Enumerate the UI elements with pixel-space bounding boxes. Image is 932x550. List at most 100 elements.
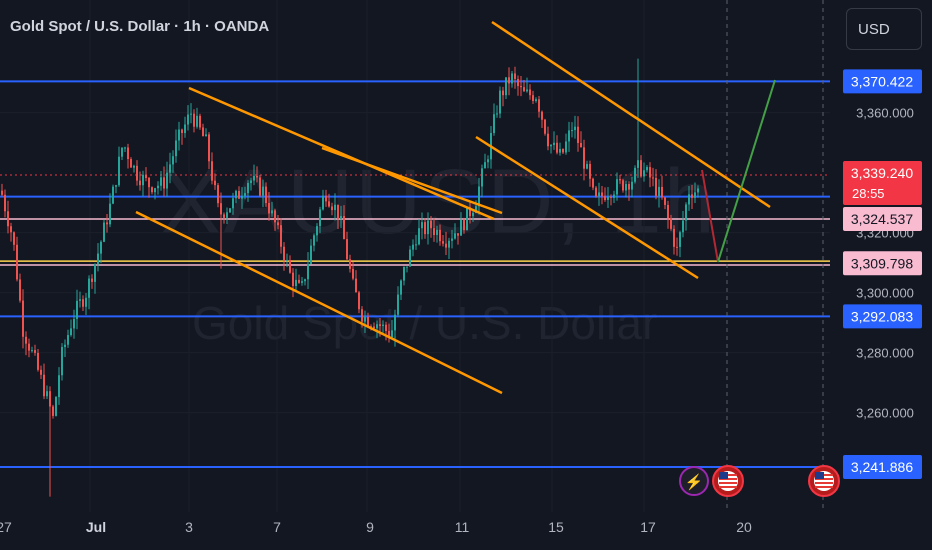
candle-body bbox=[388, 331, 390, 338]
candle-body bbox=[424, 222, 426, 235]
candle-body bbox=[211, 161, 213, 181]
candle-body bbox=[673, 228, 675, 247]
candle-body bbox=[271, 210, 273, 214]
candle-body bbox=[469, 207, 471, 217]
candle-body bbox=[88, 278, 90, 298]
candle-body bbox=[103, 222, 105, 242]
candle-body bbox=[169, 164, 171, 173]
x-tick-label: 15 bbox=[548, 519, 564, 535]
candle-body bbox=[409, 249, 411, 267]
candle-body bbox=[205, 134, 207, 137]
candle-body bbox=[100, 241, 102, 254]
candle-body bbox=[487, 159, 489, 163]
candle-body bbox=[37, 352, 39, 370]
candle-body bbox=[535, 99, 537, 101]
candle-body bbox=[148, 177, 150, 188]
candle-body bbox=[343, 216, 345, 240]
candle-body bbox=[385, 324, 387, 332]
candle-body bbox=[664, 197, 666, 205]
price-label-text: 3,370.422 bbox=[851, 73, 913, 89]
candle-body bbox=[532, 95, 534, 101]
candle-body bbox=[619, 179, 621, 181]
candle-body bbox=[391, 330, 393, 338]
candle-body bbox=[259, 177, 261, 196]
price-label-badge bbox=[843, 304, 922, 329]
candle-body bbox=[340, 216, 342, 219]
candle-body bbox=[244, 193, 246, 196]
currency-button[interactable]: USD bbox=[846, 8, 922, 50]
candle-body bbox=[550, 144, 552, 147]
candle-body bbox=[313, 235, 315, 246]
candle-body bbox=[52, 406, 54, 416]
us-flag-stripe bbox=[815, 482, 833, 484]
candle-body bbox=[367, 316, 369, 327]
candle-body bbox=[442, 241, 444, 244]
candle-body bbox=[529, 89, 531, 96]
candle-body bbox=[292, 272, 294, 287]
candle-body bbox=[583, 147, 585, 169]
candle-body bbox=[25, 336, 27, 344]
candle-body bbox=[670, 218, 672, 229]
candle-body bbox=[511, 73, 513, 84]
candle-body bbox=[187, 114, 189, 125]
projection-up-line bbox=[717, 79, 776, 263]
candle-body bbox=[514, 73, 516, 79]
candle-body bbox=[547, 133, 549, 147]
candle-body bbox=[40, 369, 42, 375]
candle-body bbox=[658, 186, 660, 196]
candle-body bbox=[526, 89, 528, 92]
candle-body bbox=[130, 159, 132, 168]
candle-body bbox=[91, 278, 93, 282]
candle-body bbox=[616, 179, 618, 195]
candle-body bbox=[154, 188, 156, 193]
candle-body bbox=[685, 204, 687, 221]
candle-body bbox=[352, 268, 354, 279]
candle-body bbox=[631, 181, 633, 190]
candle-body bbox=[19, 279, 21, 301]
candle-body bbox=[34, 350, 36, 353]
candle-body bbox=[508, 77, 510, 84]
candle-body bbox=[64, 344, 66, 347]
candle-body bbox=[253, 175, 255, 181]
candle-body bbox=[118, 156, 120, 186]
candle-body bbox=[592, 178, 594, 188]
candle-body bbox=[460, 220, 462, 236]
candle-body bbox=[16, 244, 18, 280]
candle-body bbox=[322, 195, 324, 210]
candle-body bbox=[586, 163, 588, 169]
candle-body bbox=[373, 326, 375, 329]
candle-body bbox=[298, 279, 300, 283]
candle-body bbox=[562, 149, 564, 153]
price-label-text: 3,339.240 bbox=[851, 165, 913, 181]
candle-body bbox=[454, 233, 456, 239]
candle-body bbox=[70, 328, 72, 336]
candle-body bbox=[268, 202, 270, 214]
us-flag-canton bbox=[719, 472, 728, 479]
candle-body bbox=[559, 149, 561, 153]
candle-body bbox=[412, 244, 414, 250]
candle-body bbox=[649, 167, 651, 178]
candle-body bbox=[223, 214, 225, 218]
channel-trendline bbox=[188, 86, 495, 221]
candle-body bbox=[289, 259, 291, 273]
candle-body bbox=[517, 78, 519, 87]
candle-body bbox=[571, 130, 573, 132]
candle-body bbox=[277, 222, 279, 226]
candle-body bbox=[505, 77, 507, 96]
candle-body bbox=[193, 113, 195, 127]
candle-body bbox=[325, 195, 327, 202]
candle-body bbox=[82, 299, 84, 307]
candle-body bbox=[304, 279, 306, 282]
candle-body bbox=[598, 192, 600, 197]
candle-body bbox=[256, 175, 258, 178]
y-tick-label: 3,260.000 bbox=[856, 406, 914, 421]
candle-body bbox=[28, 343, 30, 351]
x-tick-label: 17 bbox=[640, 519, 656, 535]
candle-body bbox=[46, 391, 48, 397]
candle-body bbox=[250, 180, 252, 183]
candle-body bbox=[202, 127, 204, 137]
x-tick-label: 9 bbox=[366, 519, 374, 535]
countdown-text: 28:55 bbox=[852, 186, 885, 201]
